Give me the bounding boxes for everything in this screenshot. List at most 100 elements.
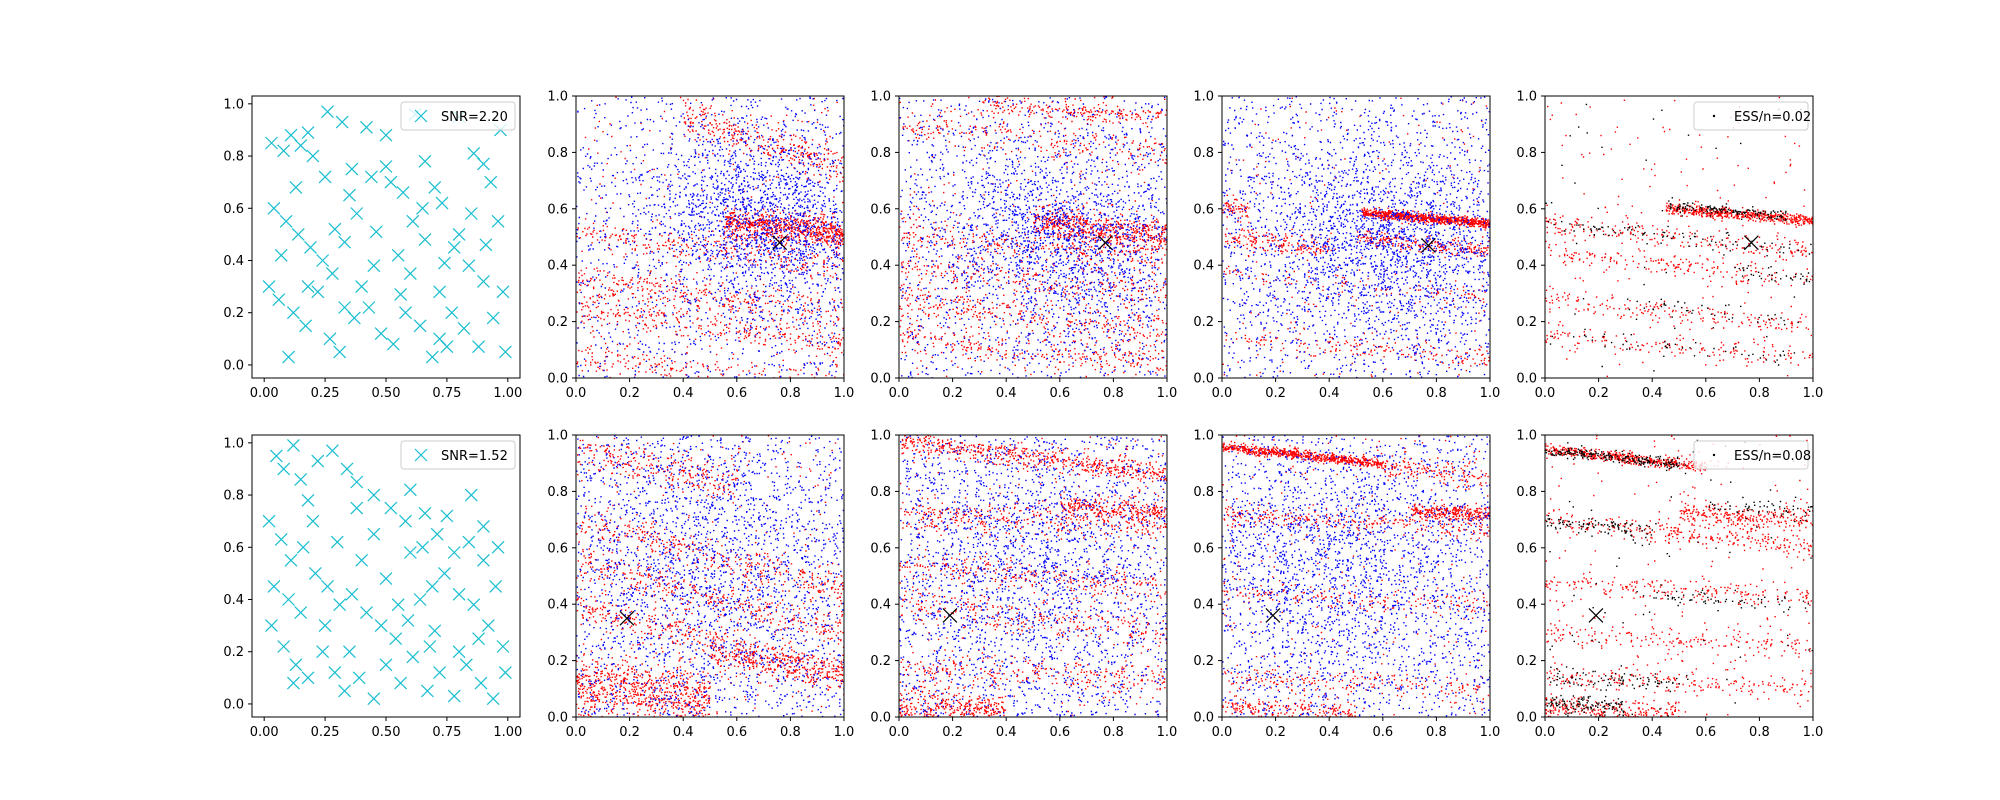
data-point-marker bbox=[440, 509, 454, 523]
data-point-marker bbox=[462, 259, 476, 273]
true-parameter-marker bbox=[1265, 608, 1281, 623]
y-tick-label: 0.8 bbox=[1516, 146, 1537, 161]
x-tick-label: 0.6 bbox=[1372, 386, 1393, 401]
x-axis-ticks: 0.0 0.2 0.4 0.6 0.8 1.0 bbox=[889, 378, 1177, 401]
y-tick-label: 0.6 bbox=[223, 202, 244, 217]
data-point-marker bbox=[335, 115, 349, 129]
data-point-marker bbox=[379, 572, 393, 586]
data-point-marker bbox=[321, 580, 334, 593]
data-point-marker bbox=[403, 483, 417, 497]
data-point-marker bbox=[403, 267, 417, 280]
data-point-marker bbox=[391, 598, 405, 612]
data-point-marker bbox=[477, 519, 490, 533]
data-point-marker bbox=[301, 126, 315, 139]
x-tick-label: 1.0 bbox=[1480, 386, 1501, 401]
x-tick-label: 0.4 bbox=[996, 386, 1017, 401]
x-tick-label: 1.0 bbox=[1480, 725, 1501, 740]
x-tick-label: 0.25 bbox=[311, 386, 340, 401]
scatter-dots-red bbox=[1222, 97, 1490, 378]
y-tick-label: 0.2 bbox=[1193, 654, 1214, 669]
data-point-marker bbox=[447, 689, 461, 703]
axes-frame bbox=[898, 95, 1168, 379]
y-tick-label: 0.8 bbox=[1516, 485, 1537, 500]
data-point-marker bbox=[435, 196, 449, 210]
data-point-marker bbox=[374, 619, 388, 633]
x-tick-label: 0.6 bbox=[1695, 386, 1716, 401]
data-point-marker bbox=[423, 640, 437, 653]
legend-label: SNR=2.20 bbox=[441, 110, 508, 125]
data-point-marker bbox=[452, 587, 466, 601]
plot-area bbox=[1545, 435, 1813, 717]
scatter-dots-blue bbox=[576, 96, 844, 378]
y-axis-ticks: 0.0 0.2 0.4 0.6 0.8 1.0 bbox=[1516, 90, 1545, 387]
x-axis-ticks: 0.0 0.2 0.4 0.6 0.8 1.0 bbox=[1535, 717, 1823, 740]
data-point-marker bbox=[464, 207, 478, 220]
x-tick-label: 0.25 bbox=[311, 725, 340, 740]
y-tick-label: 0.2 bbox=[547, 654, 568, 669]
x-tick-label: 0.2 bbox=[1588, 725, 1609, 740]
data-point-marker bbox=[384, 175, 398, 189]
x-tick-label: 0.0 bbox=[1212, 386, 1233, 401]
legend-box bbox=[400, 101, 516, 131]
data-point-marker bbox=[379, 128, 393, 142]
data-point-marker bbox=[440, 340, 454, 354]
data-point-marker bbox=[394, 288, 408, 301]
y-tick-label: 0.4 bbox=[223, 254, 244, 269]
data-point-marker bbox=[464, 488, 478, 502]
data-point-marker bbox=[438, 566, 451, 580]
x-tick-label: 1.00 bbox=[493, 386, 522, 401]
y-tick-label: 1.0 bbox=[223, 436, 244, 451]
data-point-marker bbox=[477, 274, 490, 288]
x-axis-ticks: 0.0 0.2 0.4 0.6 0.8 1.0 bbox=[1212, 717, 1501, 740]
data-point-marker bbox=[491, 540, 505, 554]
scatter-dots-red bbox=[899, 96, 1167, 378]
scatter-dots-blue bbox=[1222, 96, 1490, 378]
data-point-marker bbox=[301, 280, 315, 294]
legend: SNR=1.52 bbox=[400, 440, 516, 470]
scatter-dots-blue bbox=[576, 435, 844, 717]
data-point-marker bbox=[294, 606, 308, 619]
scatter-dots-blue bbox=[1222, 435, 1490, 717]
data-point-marker bbox=[394, 676, 408, 690]
data-point-marker bbox=[416, 201, 429, 215]
y-tick-label: 0.2 bbox=[547, 315, 568, 330]
data-point-marker bbox=[311, 454, 325, 468]
data-point-marker bbox=[399, 306, 412, 320]
x-tick-label: 0.0 bbox=[1535, 725, 1556, 740]
data-point-marker bbox=[325, 444, 339, 458]
data-point-marker bbox=[479, 238, 493, 252]
x-tick-label: 1.0 bbox=[834, 386, 855, 401]
data-point-marker bbox=[384, 501, 398, 515]
y-tick-label: 0.8 bbox=[547, 146, 568, 161]
series-blue-points bbox=[899, 96, 1167, 378]
data-point-marker bbox=[267, 201, 281, 215]
data-point-marker bbox=[277, 144, 291, 158]
y-tick-label: 0.4 bbox=[1193, 598, 1214, 613]
x-tick-label: 0.0 bbox=[889, 725, 910, 740]
data-point-marker bbox=[355, 280, 369, 294]
series-red-points bbox=[1545, 96, 1813, 377]
data-point-marker bbox=[316, 645, 330, 659]
scatter-dots-red bbox=[899, 435, 1167, 717]
x-tick-label: 0.8 bbox=[1426, 725, 1447, 740]
y-tick-label: 0.6 bbox=[223, 541, 244, 556]
data-point-marker bbox=[350, 501, 364, 515]
data-point-marker bbox=[467, 598, 481, 612]
plot-area bbox=[899, 96, 1167, 378]
data-point-marker bbox=[277, 462, 291, 476]
x-tick-label: 0.8 bbox=[1426, 386, 1447, 401]
y-tick-label: 0.0 bbox=[870, 711, 891, 726]
y-tick-label: 0.6 bbox=[547, 202, 568, 217]
true-parameter-marker bbox=[619, 610, 635, 626]
series-black-points bbox=[1545, 103, 1813, 372]
y-tick-label: 0.6 bbox=[1193, 541, 1214, 556]
x-tick-label: 0.8 bbox=[1103, 725, 1124, 740]
y-tick-label: 0.8 bbox=[870, 485, 891, 500]
y-tick-label: 0.2 bbox=[1193, 315, 1214, 330]
axes-frame bbox=[1221, 95, 1491, 379]
data-point-marker bbox=[284, 128, 298, 142]
data-point-marker bbox=[430, 527, 444, 541]
data-point-marker bbox=[286, 676, 300, 690]
data-point-marker bbox=[396, 186, 410, 200]
y-tick-label: 0.2 bbox=[870, 654, 891, 669]
